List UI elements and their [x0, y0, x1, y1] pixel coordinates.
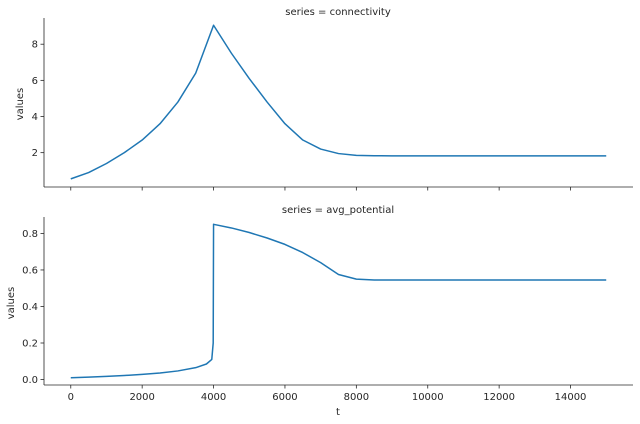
series-line-avg-potential: [70, 223, 607, 379]
x-tick-label-avg-potential: 6000: [272, 392, 297, 403]
y-tick-label-connectivity: 6: [32, 76, 38, 87]
series-line-connectivity: [70, 24, 607, 180]
y-tick-label-connectivity: 2: [32, 148, 38, 159]
x-tick-label-avg-potential: 10000: [412, 392, 444, 403]
facet-avg-potential: series = avg_potential values t 0 2000 400…: [6, 205, 633, 418]
x-tick-label-avg-potential: 12000: [483, 392, 515, 403]
ticks-connectivity: 2 4 6 8: [32, 40, 571, 191]
y-tick-label-avg-potential: 0.4: [22, 302, 38, 313]
x-tick-label-avg-potential: 0: [68, 392, 74, 403]
ticks-avg-potential: 0 2000 4000 6000 8000 10000 12000 14000 0.0 0.2 0.…: [22, 229, 586, 403]
y-tick-label-avg-potential: 0.0: [22, 375, 38, 386]
y-axis-label-connectivity: values: [15, 88, 26, 121]
y-tick-label-avg-potential: 0.8: [22, 229, 38, 240]
y-tick-label-connectivity: 4: [32, 112, 38, 123]
y-tick-label-avg-potential: 0.6: [22, 265, 38, 276]
x-tick-label-avg-potential: 8000: [344, 392, 369, 403]
x-axis-label: t: [336, 407, 340, 418]
facet-connectivity: series = connectivity values 2 4 6 8: [15, 7, 633, 191]
facet-title-connectivity: series = connectivity: [285, 7, 391, 18]
x-tick-label-avg-potential: 4000: [201, 392, 226, 403]
y-tick-label-avg-potential: 0.2: [22, 339, 38, 350]
x-tick-label-avg-potential: 14000: [555, 392, 587, 403]
facet-title-avg-potential: series = avg_potential: [282, 205, 394, 216]
y-axis-label-avg-potential: values: [6, 287, 17, 320]
y-tick-label-connectivity: 8: [32, 40, 38, 51]
x-tick-label-avg-potential: 2000: [129, 392, 154, 403]
